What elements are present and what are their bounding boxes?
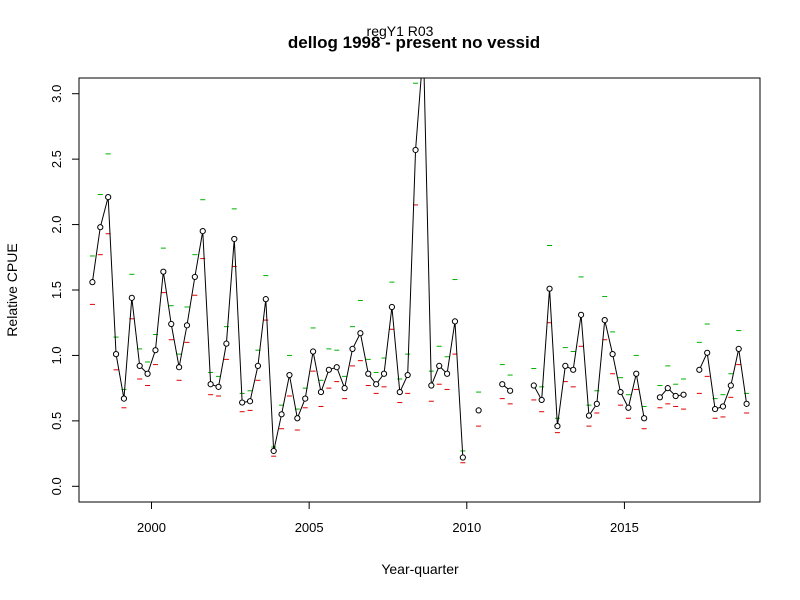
cpue-point [246, 398, 254, 405]
y-tick-label: 0.0 [49, 477, 64, 495]
cpue-point [325, 366, 332, 373]
cpue-point [601, 316, 608, 324]
cpue-point [436, 362, 443, 370]
cpue-point [412, 146, 419, 154]
plot-area [89, 78, 750, 464]
x-tick-label: 2000 [137, 520, 166, 535]
chart-subtitle: regY1 R03 [367, 23, 434, 39]
cpue-point [97, 224, 104, 231]
cpue-point [577, 311, 585, 318]
cpue-point [349, 345, 356, 352]
cpue-point [231, 235, 238, 243]
cpue-point [499, 381, 506, 388]
cpue-point [89, 279, 96, 286]
plot-box [78, 77, 761, 503]
cpue-point [388, 303, 396, 311]
cpue-point [105, 193, 112, 201]
cpue-point [593, 400, 600, 407]
cpue-point [254, 362, 262, 370]
cpue-point [664, 385, 671, 392]
cpue-point [309, 348, 317, 355]
cpue-point [711, 405, 719, 413]
y-axis-label: Relative CPUE [4, 243, 20, 336]
cpue-point [183, 322, 191, 329]
y-tick-label: 1.5 [49, 281, 64, 299]
cpue-point [380, 370, 388, 377]
cpue-point [152, 347, 159, 354]
cpue-point [270, 447, 277, 455]
cpue-point [617, 388, 624, 396]
cpue-point [191, 273, 198, 281]
x-tick-label: 2010 [452, 520, 481, 535]
cpue-point [443, 370, 451, 377]
cpue-point [562, 362, 569, 370]
cpue-point [207, 381, 214, 388]
cpue-point [404, 371, 411, 379]
chart-title: dellog 1998 - present no vessid [288, 33, 540, 52]
cpue-point [215, 383, 222, 390]
y-tick-label: 2.0 [49, 216, 64, 234]
cpue-point [176, 364, 183, 371]
x-axis-label: Year-quarter [381, 561, 459, 577]
cpue-point [136, 362, 143, 370]
cpue-point [365, 370, 372, 377]
cpue-point [727, 382, 734, 389]
cpue-point [223, 340, 230, 347]
cpue-point [704, 349, 711, 356]
cpue-point [570, 366, 577, 373]
cpue-point [609, 351, 616, 358]
cpue-point [719, 403, 727, 410]
y-axis: 0.0 0.5 1.0 1.5 2.0 2.5 3.0 [49, 85, 80, 495]
cpue-point [554, 422, 561, 430]
y-tick-label: 2.5 [49, 150, 64, 168]
cpue-point [239, 399, 246, 406]
cpue-point [294, 415, 301, 422]
cpue-point [530, 382, 537, 389]
x-tick-label: 2015 [610, 520, 639, 535]
cpue-point [262, 296, 269, 303]
cpue-point [286, 371, 293, 379]
cpue-point [199, 228, 206, 235]
cpue-point [396, 388, 403, 396]
cpue-point [680, 391, 687, 398]
cpue-point [120, 395, 128, 402]
cpue-point [128, 294, 135, 301]
cpue-point [459, 454, 466, 461]
cpue-point [451, 318, 459, 325]
cpue-point [735, 345, 742, 352]
cpue-point [696, 366, 703, 373]
cpue-point [641, 415, 648, 422]
y-tick-label: 0.5 [49, 412, 64, 430]
cpue-point [144, 370, 151, 377]
cpue-point [302, 395, 309, 402]
cpue-point [278, 411, 285, 418]
cpue-point [743, 400, 750, 407]
cpue-point [333, 364, 340, 371]
cpue-point [625, 404, 632, 411]
cpue-line-segment [91, 78, 464, 458]
cpue-line-segment [659, 387, 684, 398]
cpue-point [656, 394, 663, 401]
cpue-point [672, 392, 679, 400]
y-tick-label: 3.0 [49, 85, 64, 103]
cpue-point [585, 412, 593, 419]
cpue-line-segment [698, 348, 748, 410]
cpue-point [507, 387, 514, 394]
cpue-point [538, 396, 545, 404]
y-tick-label: 1.0 [49, 346, 64, 364]
cpue-point [168, 320, 175, 328]
cpue-point [475, 407, 482, 414]
cpue-point [317, 388, 325, 396]
cpue-point [341, 385, 348, 392]
cpue-point [112, 351, 120, 358]
x-tick-label: 2005 [295, 520, 324, 535]
x-axis: 2000 2005 2010 2015 [137, 501, 639, 535]
cpue-point [428, 382, 435, 389]
cpue-point [633, 370, 640, 377]
cpue-point [357, 330, 364, 337]
cpue-point [160, 268, 167, 275]
cpue-point [373, 381, 380, 388]
cpue-point [546, 285, 553, 292]
